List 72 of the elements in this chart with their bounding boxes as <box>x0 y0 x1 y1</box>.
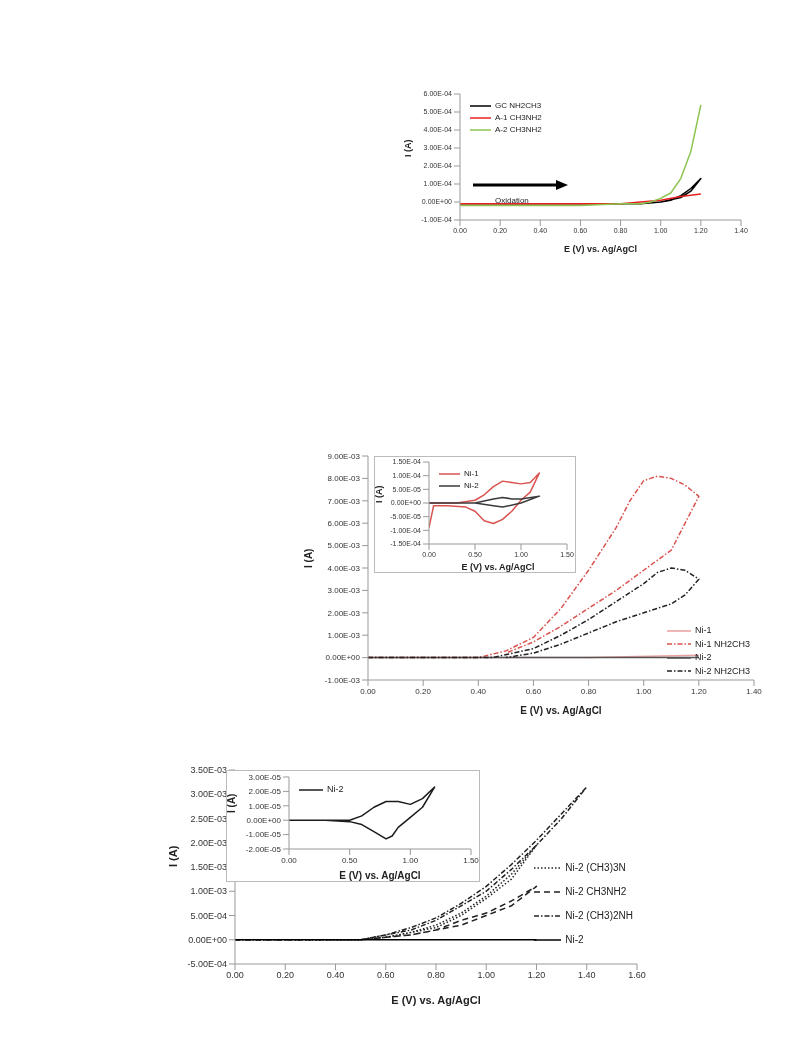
x-tick-label: 0.60 <box>376 970 395 981</box>
y-tick-label: 1.00E-03 <box>327 631 361 641</box>
annotation: Oxidation <box>495 195 530 205</box>
y-tick-label: 0.00E+00 <box>188 934 227 945</box>
y-tick-label: -1.00E-05 <box>245 830 282 840</box>
legend-label: Ni-1 NH2CH3 <box>694 637 750 651</box>
x-tick-label: 1.00 <box>402 855 419 865</box>
legend-label: Ni-1 <box>694 624 712 637</box>
y-tick-label: 0.00E+00 <box>246 816 282 826</box>
y-tick-label: 5.00E-04 <box>190 910 227 921</box>
legend-label: Ni-2 <box>327 783 344 796</box>
y-tick-label: 0.00E+00 <box>325 653 361 663</box>
x-tick-label: 1.00 <box>477 970 496 981</box>
y-tick-label: 4.00E-03 <box>327 563 361 573</box>
x-tick-label: 1.40 <box>746 686 763 696</box>
x-axis-title: E (V) vs. Ag/AgCl <box>563 244 638 254</box>
y-axis-title: I (A) <box>166 845 179 867</box>
x-tick-label: 1.40 <box>577 970 596 981</box>
x-axis-title: E (V) vs. Ag/AgCl <box>461 562 535 572</box>
y-tick-label: 6.00E-03 <box>327 519 361 529</box>
x-tick-label: 0.80 <box>427 970 445 981</box>
legend-label: Ni-2 CH3NH2 <box>565 885 627 899</box>
legend-label: Ni-2 NH2CH3 <box>694 664 750 678</box>
x-tick-label: 0.00 <box>226 970 244 981</box>
y-tick-label: -1.00E-03 <box>324 675 361 685</box>
legend-label: Ni-2 (CH3)2NH <box>565 909 633 923</box>
legend-label: A-2 CH3NH2 <box>495 124 542 136</box>
x-axis-title: E (V) vs. Ag/AgCl <box>391 994 481 1006</box>
y-tick-label: 8.00E-03 <box>327 474 361 484</box>
y-tick-label: 2.00E-03 <box>190 837 227 848</box>
y-tick-label: 3.00E-05 <box>248 772 282 782</box>
y-tick-label: 5.00E-03 <box>327 541 361 551</box>
y-tick-label: 7.00E-03 <box>327 496 361 506</box>
y-tick-label: 1.00E-05 <box>248 801 282 811</box>
y-axis-title: I (A) <box>225 793 237 813</box>
x-tick-label: 0.40 <box>326 970 345 981</box>
legend-label: Ni-2 <box>464 480 479 492</box>
x-tick-label: 0.60 <box>525 686 542 696</box>
x-tick-label: 0.50 <box>341 855 358 865</box>
x-tick-label: 0.20 <box>276 970 295 981</box>
legend-label: Ni-1 <box>464 468 479 480</box>
y-tick-label: -2.00E-05 <box>245 844 282 854</box>
y-tick-label: 9.00E-03 <box>327 451 361 461</box>
legend-label: Ni-2 <box>565 933 584 947</box>
y-tick-label: 3.00E-03 <box>327 586 361 596</box>
y-tick-label: 1.50E-03 <box>190 862 227 873</box>
y-tick-label: 2.00E-03 <box>327 608 361 618</box>
y-tick-label: 1.00E-03 <box>190 886 227 897</box>
x-tick-label: 1.50 <box>463 855 480 865</box>
x-tick-label: 1.20 <box>527 970 546 981</box>
y-tick-label: 2.50E-03 <box>190 813 227 824</box>
y-axis-title: I (A) <box>374 485 385 503</box>
x-tick-label: 1.20 <box>691 686 708 696</box>
y-tick-label: 2.00E-05 <box>248 787 282 797</box>
y-tick-label: 3.50E-03 <box>190 765 227 776</box>
x-axis-title: E (V) vs. Ag/AgCl <box>339 870 421 881</box>
x-tick-label: 0.20 <box>415 686 432 696</box>
x-tick-label: 0.00 <box>360 686 377 696</box>
legend-label: GC NH2CH3 <box>495 100 542 112</box>
x-axis-title: E (V) vs. Ag/AgCl <box>520 705 602 716</box>
y-tick-label: -5.00E-04 <box>187 959 227 970</box>
legend-label: Ni-2 <box>694 651 712 664</box>
legend-label: Ni-2 (CH3)3N <box>565 861 626 875</box>
x-tick-label: 1.00 <box>635 686 653 696</box>
y-axis-title: I (A) <box>403 139 414 157</box>
x-tick-label: 0.40 <box>470 686 487 696</box>
y-axis-title: I (A) <box>302 548 314 568</box>
x-tick-label: 1.60 <box>628 970 646 981</box>
y-tick-label: 3.00E-03 <box>190 789 227 800</box>
x-tick-label: 0.80 <box>580 686 597 696</box>
x-tick-label: 0.00 <box>281 855 298 865</box>
legend-label: A-1 CH3NH2 <box>495 112 542 124</box>
